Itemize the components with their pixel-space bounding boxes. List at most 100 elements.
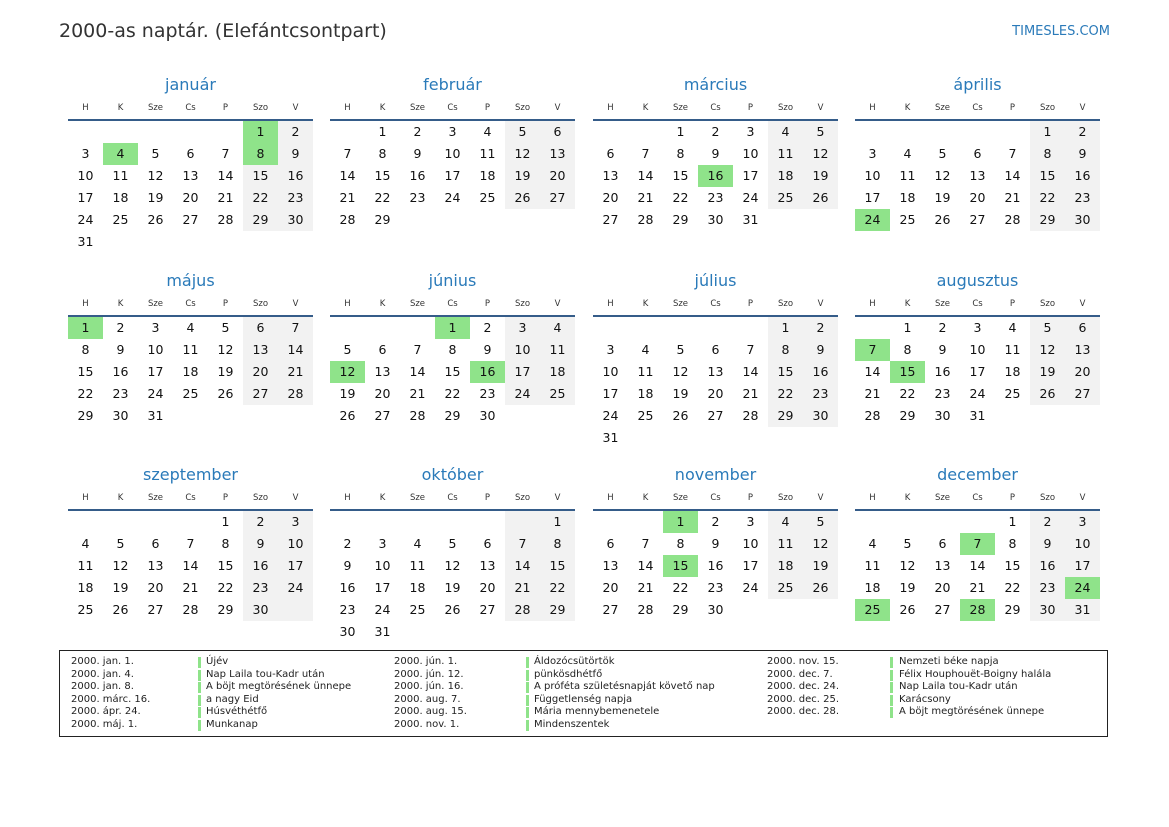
day-cell: 10	[77, 168, 94, 183]
holiday-day-cell: 7	[855, 339, 890, 361]
day-cell: 24	[77, 212, 94, 227]
day-cell: 27	[252, 386, 269, 401]
legend-marker	[890, 669, 893, 681]
day-cell: 1	[1043, 124, 1052, 139]
weekday-label: Cs	[710, 493, 721, 503]
weekday-label: V	[292, 299, 299, 309]
day-cell: 14	[637, 168, 654, 183]
legend-date: 2000. dec. 7.	[767, 668, 833, 680]
site-link[interactable]: TIMESLES.COM	[1012, 24, 1110, 39]
day-cell: 26	[672, 408, 689, 423]
day-cell: 6	[606, 536, 615, 551]
day-cell: 2	[483, 320, 492, 335]
day-cell: 6	[606, 146, 615, 161]
legend-date: 2000. márc. 16.	[71, 693, 151, 705]
day-cell: 23	[287, 190, 304, 205]
day-cell: 23	[707, 580, 724, 595]
day-cell: 16	[1074, 168, 1091, 183]
day-cell: 3	[1078, 514, 1087, 529]
day-cell: 13	[969, 168, 986, 183]
day-cell: 3	[291, 514, 300, 529]
month-name: december	[937, 465, 1018, 484]
day-cell: 11	[777, 536, 794, 551]
day-cell: 9	[816, 342, 825, 357]
day-cell: 25	[899, 212, 916, 227]
weekday-label: Sze	[934, 493, 951, 503]
day-cell: 6	[938, 536, 947, 551]
day-cell: 11	[777, 146, 794, 161]
weekday-label: Cs	[185, 493, 196, 503]
day-cell: 28	[217, 212, 234, 227]
weekday-label: H	[344, 103, 351, 113]
day-cell: 6	[186, 146, 195, 161]
day-cell: 31	[147, 408, 164, 423]
day-cell: 9	[1043, 536, 1052, 551]
day-cell: 9	[116, 342, 125, 357]
day-cell: 3	[81, 146, 90, 161]
day-cell: 4	[81, 536, 90, 551]
day-cell: 18	[637, 386, 654, 401]
weekday-label: V	[1079, 493, 1086, 503]
day-cell: 11	[479, 146, 496, 161]
weekday-label: Cs	[972, 493, 983, 503]
day-cell: 16	[252, 558, 269, 573]
day-cell: 14	[864, 364, 881, 379]
day-cell: 14	[742, 364, 759, 379]
day-cell: 10	[444, 146, 461, 161]
day-cell: 24	[742, 190, 759, 205]
day-cell: 29	[252, 212, 269, 227]
day-cell: 20	[182, 190, 199, 205]
weekday-header: H K Sze Cs P Szo V	[593, 101, 838, 121]
weekday-label: Szo	[1039, 493, 1056, 503]
weekday-label: P	[484, 299, 491, 309]
day-cell: 17	[864, 190, 881, 205]
weekday-label: K	[642, 493, 649, 503]
day-cell: 6	[973, 146, 982, 161]
day-cell: 17	[742, 168, 759, 183]
day-cell: 4	[186, 320, 195, 335]
day-cell: 1	[1008, 514, 1017, 529]
day-cell: 20	[1074, 364, 1091, 379]
weekday-label: K	[379, 493, 386, 503]
day-cell: 31	[969, 408, 986, 423]
day-cell: 9	[291, 146, 300, 161]
day-cell: 9	[938, 342, 947, 357]
day-cell: 23	[934, 386, 951, 401]
weekday-label: Cs	[972, 103, 983, 113]
day-cell: 15	[77, 364, 94, 379]
day-cell: 29	[77, 408, 94, 423]
day-cell: 17	[1074, 558, 1091, 573]
day-cell: 3	[518, 320, 527, 335]
day-cell: 17	[287, 558, 304, 573]
day-cell: 13	[602, 558, 619, 573]
day-cell: 20	[934, 580, 951, 595]
day-cell: 28	[339, 212, 356, 227]
weekday-header: H K Sze Cs P Szo V	[330, 297, 575, 317]
legend-date: 2000. aug. 7.	[394, 693, 461, 705]
day-cell: 31	[77, 234, 94, 249]
day-cell: 25	[77, 602, 94, 617]
day-cell: 3	[448, 124, 457, 139]
day-cell: 22	[549, 580, 566, 595]
day-cell: 26	[217, 386, 234, 401]
weekend-shade	[768, 511, 838, 599]
weekday-label: K	[379, 103, 386, 113]
day-cell: 21	[514, 580, 531, 595]
month-name: február	[423, 75, 482, 94]
day-cell: 18	[479, 168, 496, 183]
day-cell: 5	[816, 124, 825, 139]
weekday-label: Sze	[672, 299, 689, 309]
day-cell: 29	[1039, 212, 1056, 227]
day-cell: 10	[287, 536, 304, 551]
day-cell: 30	[1074, 212, 1091, 227]
legend-date: 2000. dec. 25.	[767, 693, 840, 705]
legend-holiday-name: Karácsony	[899, 693, 951, 705]
day-cell: 13	[252, 342, 269, 357]
day-cell: 19	[812, 168, 829, 183]
day-cell: 14	[339, 168, 356, 183]
day-cell: 9	[343, 558, 352, 573]
day-cell: 4	[781, 514, 790, 529]
day-cell: 5	[938, 146, 947, 161]
day-cell: 12	[1039, 342, 1056, 357]
day-cell: 29	[899, 408, 916, 423]
